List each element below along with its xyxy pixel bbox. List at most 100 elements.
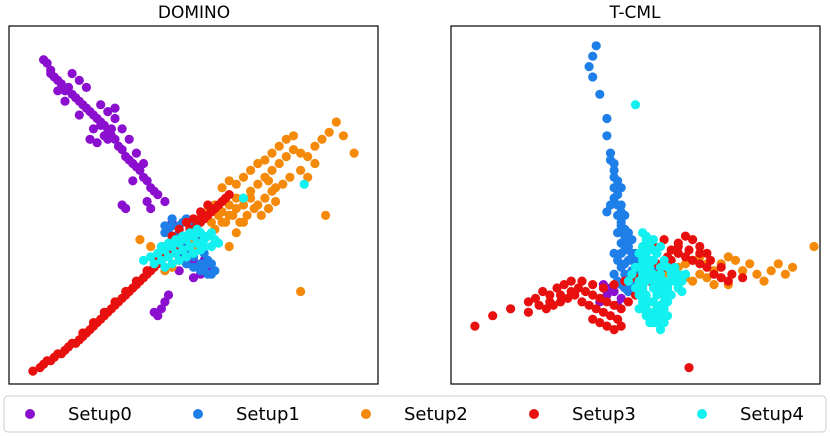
point-setup2-40 [288, 131, 299, 141]
point-setup2-53 [228, 210, 238, 220]
point-setup3-57 [99, 307, 109, 317]
point-setup4-36 [641, 290, 651, 300]
point-setup3-37 [577, 297, 587, 307]
point-setup0-33 [153, 190, 163, 200]
point-setup4-19 [188, 248, 199, 258]
point-setup2-25 [702, 273, 712, 283]
point-setup2-15 [766, 266, 776, 276]
point-setup1-29 [616, 200, 626, 210]
point-setup1-30 [167, 214, 177, 224]
point-setup3-13 [595, 293, 605, 303]
point-setup2-52 [221, 217, 231, 227]
point-setup3-35 [563, 293, 573, 303]
plot-frame-tcml [450, 25, 821, 385]
point-setup1-65 [613, 255, 623, 265]
point-setup0-52 [74, 75, 84, 85]
point-setup3-26 [688, 255, 698, 265]
point-setup2-24 [310, 141, 320, 151]
point-setup2-13 [231, 203, 241, 214]
point-setup4-48 [677, 286, 687, 297]
point-setup1-64 [620, 259, 630, 269]
point-setup2-17 [780, 269, 791, 279]
point-setup2-70 [271, 183, 281, 193]
point-setup2-12 [745, 259, 755, 269]
point-setup0-58 [99, 131, 109, 141]
point-setup3-4 [530, 293, 541, 303]
point-setup4-63 [634, 304, 644, 314]
point-setup0-57 [106, 124, 116, 134]
point-setup4-35 [638, 283, 648, 293]
point-setup3-55 [78, 328, 88, 338]
point-setup3-59 [695, 248, 705, 258]
point-setup4-67 [666, 269, 676, 279]
point-setup3-51 [609, 280, 619, 290]
point-setup2-23 [688, 276, 698, 286]
point-setup3-71 [181, 217, 191, 227]
point-setup1-27 [206, 259, 216, 269]
point-setup2-3 [680, 259, 691, 269]
panel-domino: DOMINO [8, 3, 379, 385]
point-setup0-50 [117, 200, 127, 210]
point-setup3-3 [523, 297, 534, 307]
point-setup2-33 [238, 172, 249, 182]
point-setup1-7 [605, 148, 616, 158]
point-setup2-56 [249, 203, 259, 214]
point-setup1-8 [609, 165, 619, 175]
point-setup4-49 [627, 269, 637, 279]
points-domino [28, 55, 359, 376]
point-setup3-66 [196, 214, 206, 224]
point-setup3-59 [121, 286, 131, 297]
point-setup3-40 [598, 307, 609, 317]
point-setup0-51 [67, 68, 77, 79]
legend: Setup0 Setup1 Setup2 Setup3 Setup4 [3, 395, 827, 433]
point-setup2-36 [260, 155, 270, 165]
point-setup2-48 [260, 193, 270, 203]
point-setup3-68 [616, 321, 626, 331]
point-setup3-24 [673, 248, 683, 258]
point-setup2-39 [281, 134, 291, 144]
point-setup3-2 [506, 304, 516, 314]
point-setup2-57 [256, 210, 266, 220]
point-setup2-16 [773, 259, 783, 269]
point-setup1-66 [609, 248, 619, 258]
point-setup4-52 [655, 269, 666, 279]
point-setup4-1 [146, 252, 156, 262]
point-setup0-2 [616, 293, 626, 303]
point-setup4-51 [623, 276, 634, 286]
point-setup3-69 [196, 207, 206, 217]
point-setup4-33 [638, 269, 648, 279]
point-setup4-0 [138, 255, 149, 265]
point-setup0-40 [96, 120, 106, 130]
point-setup2-23 [303, 152, 313, 162]
point-setup2-18 [788, 262, 798, 272]
point-setup4-54 [663, 283, 673, 293]
point-setup1-10 [609, 183, 619, 193]
point-setup4-36 [206, 228, 216, 238]
point-setup4-66 [663, 262, 673, 272]
point-setup0-30 [142, 176, 152, 186]
point-setup3-72 [666, 245, 676, 255]
point-setup3-11 [580, 286, 591, 297]
point-setup2-18 [267, 165, 277, 175]
point-setup1-67 [616, 248, 626, 258]
point-setup1-27 [627, 235, 637, 245]
point-setup0-47 [142, 196, 152, 207]
point-setup2-25 [317, 134, 327, 144]
point-setup3-50 [28, 366, 38, 376]
legend-label-setup0: Setup0 [68, 404, 132, 425]
point-setup2-28 [338, 131, 348, 141]
point-setup2-14 [759, 276, 769, 286]
point-setup1-22 [616, 238, 626, 248]
points-tcml [470, 41, 819, 373]
point-setup2-50 [206, 217, 216, 227]
point-setup0-8 [63, 82, 74, 92]
point-setup0-0 [602, 290, 612, 300]
point-setup2-22 [296, 148, 306, 158]
point-setup0-21 [110, 134, 120, 144]
point-setup2-66 [303, 172, 313, 182]
point-setup0-55 [103, 107, 113, 117]
point-setup4-27 [655, 241, 666, 252]
point-setup2-26 [324, 127, 334, 137]
point-setup3-47 [566, 286, 576, 297]
point-setup3-74 [680, 231, 691, 241]
